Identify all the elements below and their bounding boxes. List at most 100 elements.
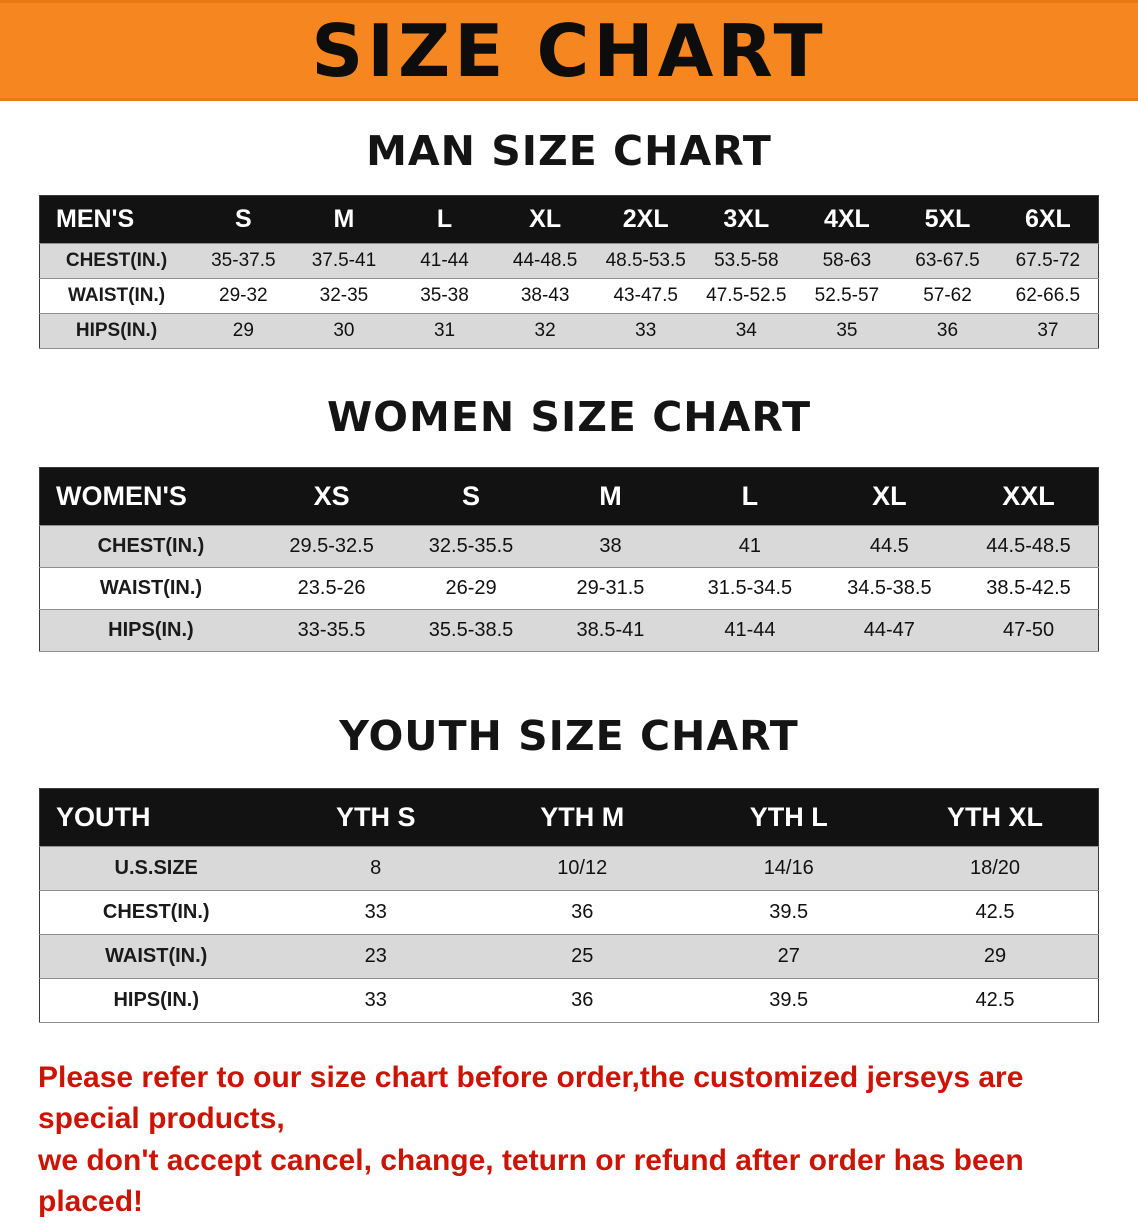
table-row: CHEST(IN.) 33 36 39.5 42.5 — [39, 890, 1099, 935]
size-value: 42.5 — [891, 978, 1099, 1023]
size-column-header: 4XL — [796, 195, 898, 244]
size-value: 34 — [696, 313, 797, 349]
size-column-header: XS — [261, 467, 402, 526]
size-column-header: YTH M — [478, 788, 686, 847]
size-value: 37 — [997, 313, 1099, 349]
size-value: 44-47 — [819, 609, 960, 652]
size-value: 35.5-38.5 — [401, 609, 541, 652]
size-column-header: M — [293, 195, 395, 244]
size-value: 62-66.5 — [997, 278, 1099, 314]
page-title: SIZE CHART — [311, 8, 827, 93]
row-label: CHEST(IN.) — [39, 525, 262, 568]
size-value: 27 — [685, 934, 892, 979]
size-value: 67.5-72 — [997, 243, 1099, 279]
table-header-row: YOUTH YTH S YTH M YTH L YTH XL — [39, 788, 1099, 847]
row-label: HIPS(IN.) — [39, 978, 273, 1023]
size-value: 47.5-52.5 — [696, 278, 797, 314]
man-size-section: MAN SIZE CHART MEN'S S M L XL 2XL 3XL 4XL 5XL 6XL… — [0, 127, 1138, 349]
size-value: 25 — [478, 934, 686, 979]
size-value: 14/16 — [685, 846, 892, 891]
size-value: 41-44 — [680, 609, 820, 652]
man-section-heading: MAN SIZE CHART — [366, 127, 772, 175]
order-notice: Please refer to our size chart before or… — [38, 1057, 1100, 1223]
table-row: U.S.SIZE 8 10/12 14/16 18/20 — [39, 846, 1099, 891]
size-value: 29.5-32.5 — [261, 525, 402, 568]
size-value: 29-32 — [193, 278, 294, 314]
size-value: 38.5-41 — [540, 609, 681, 652]
notice-line-1: Please refer to our size chart before or… — [38, 1061, 1024, 1136]
row-label: WAIST(IN.) — [39, 934, 273, 979]
row-label: HIPS(IN.) — [39, 609, 262, 652]
table-corner-label: YOUTH — [39, 788, 273, 847]
row-label: U.S.SIZE — [39, 846, 273, 891]
size-value: 63-67.5 — [897, 243, 998, 279]
women-size-section: WOMEN SIZE CHART WOMEN'S XS S M L XL XXL CHEST(… — [0, 393, 1138, 652]
women-section-heading: WOMEN SIZE CHART — [326, 393, 812, 441]
size-value: 23 — [272, 934, 479, 979]
row-label: HIPS(IN.) — [39, 313, 194, 349]
size-value: 18/20 — [891, 846, 1099, 891]
size-value: 43-47.5 — [595, 278, 697, 314]
mens-size-table: MEN'S S M L XL 2XL 3XL 4XL 5XL 6XL CHEST(IN.) 35-37… — [39, 195, 1099, 349]
table-row: WAIST(IN.) 29-32 32-35 35-38 38-43 43-47.5 47.… — [39, 278, 1099, 314]
size-value: 38 — [540, 525, 681, 568]
size-value: 42.5 — [891, 890, 1099, 935]
size-value: 37.5-41 — [293, 243, 395, 279]
size-value: 32-35 — [293, 278, 395, 314]
size-column-header: 5XL — [897, 195, 998, 244]
table-row: WAIST(IN.) 23.5-26 26-29 29-31.5 31.5-34.5 34… — [39, 567, 1099, 610]
size-value: 33 — [595, 313, 697, 349]
size-value: 41-44 — [394, 243, 495, 279]
size-value: 35-38 — [394, 278, 495, 314]
size-column-header: S — [193, 195, 294, 244]
size-column-header: L — [394, 195, 495, 244]
size-value: 52.5-57 — [796, 278, 898, 314]
table-row: HIPS(IN.) 33 36 39.5 42.5 — [39, 978, 1099, 1023]
size-value: 34.5-38.5 — [819, 567, 960, 610]
size-value: 30 — [293, 313, 395, 349]
size-value: 41 — [680, 525, 820, 568]
size-value: 32 — [494, 313, 596, 349]
size-value: 31 — [394, 313, 495, 349]
table-row: CHEST(IN.) 35-37.5 37.5-41 41-44 44-48.5 48.5… — [39, 243, 1099, 279]
row-label: WAIST(IN.) — [39, 278, 194, 314]
size-value: 23.5-26 — [261, 567, 402, 610]
size-value: 29 — [891, 934, 1099, 979]
size-value: 44.5-48.5 — [959, 525, 1099, 568]
size-value: 35 — [796, 313, 898, 349]
size-value: 35-37.5 — [193, 243, 294, 279]
table-row: WAIST(IN.) 23 25 27 29 — [39, 934, 1099, 979]
size-value: 29-31.5 — [540, 567, 681, 610]
size-value: 10/12 — [478, 846, 686, 891]
size-value: 44-48.5 — [494, 243, 596, 279]
size-column-header: L — [680, 467, 820, 526]
size-column-header: 2XL — [595, 195, 697, 244]
size-column-header: YTH S — [272, 788, 479, 847]
size-value: 39.5 — [685, 978, 892, 1023]
size-column-header: YTH XL — [891, 788, 1099, 847]
womens-size-table: WOMEN'S XS S M L XL XXL CHEST(IN.) 29.5-32.5 32.5… — [39, 467, 1099, 652]
size-value: 36 — [478, 978, 686, 1023]
size-value: 32.5-35.5 — [401, 525, 541, 568]
size-value: 38-43 — [494, 278, 596, 314]
size-value: 57-62 — [897, 278, 998, 314]
table-row: HIPS(IN.) 33-35.5 35.5-38.5 38.5-41 41-44 44-… — [39, 609, 1099, 652]
size-column-header: S — [401, 467, 541, 526]
size-value: 33 — [272, 978, 479, 1023]
banner: SIZE CHART — [0, 0, 1138, 101]
size-column-header: 3XL — [696, 195, 797, 244]
table-row: HIPS(IN.) 29 30 31 32 33 34 35 36 37 — [39, 313, 1099, 349]
youth-size-section: YOUTH SIZE CHART YOUTH YTH S YTH M YTH L YTH… — [0, 712, 1138, 1023]
row-label: CHEST(IN.) — [39, 890, 273, 935]
size-column-header: YTH L — [685, 788, 892, 847]
notice-line-2: we don't accept cancel, change, teturn o… — [38, 1143, 1024, 1219]
size-value: 47-50 — [959, 609, 1099, 652]
size-value: 8 — [272, 846, 479, 891]
size-value: 38.5-42.5 — [959, 567, 1099, 610]
table-row: CHEST(IN.) 29.5-32.5 32.5-35.5 38 41 44.5 44.5… — [39, 525, 1099, 568]
row-label: WAIST(IN.) — [39, 567, 262, 610]
size-value: 33-35.5 — [261, 609, 402, 652]
size-column-header: XL — [819, 467, 960, 526]
size-value: 36 — [897, 313, 998, 349]
